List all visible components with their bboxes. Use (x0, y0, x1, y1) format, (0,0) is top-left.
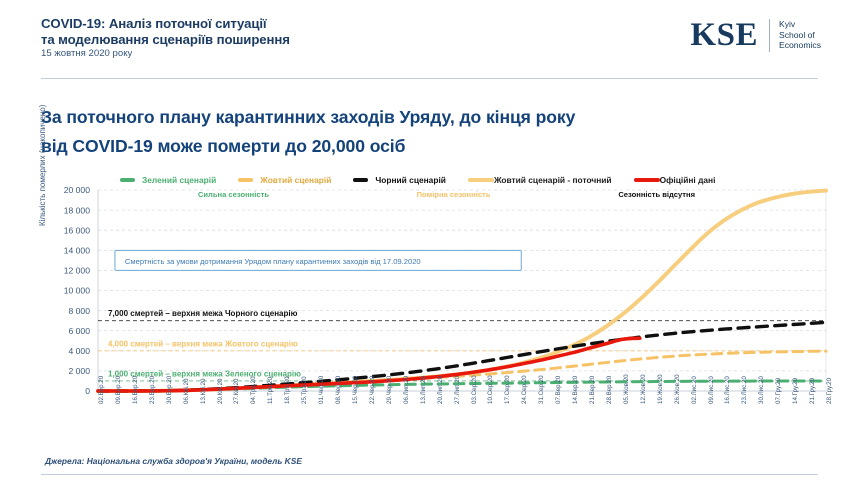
footer-divider (41, 474, 818, 475)
x-axis-tick-label: 16.Бер.20 (131, 375, 139, 404)
x-axis-tick-label: 28.Вер.20 (605, 375, 613, 404)
x-axis-tick-label: 02.Лис.20 (690, 376, 698, 404)
chart-legend: Зелений сценарій Жовтий сценарій Чорний сц… (120, 172, 840, 188)
deaths-projection-chart: 0 2 000 4 000 6 000 8 000 10 000 12 000 14 000 1… (64, 186, 828, 396)
x-axis-tick-label: 13.Лип.20 (419, 375, 427, 404)
x-axis-tick-label: 07.Вер.20 (555, 375, 563, 404)
chart-container: Кількість померлих (накопичено) 0 2 000 4 … (38, 105, 834, 401)
logo-divider (768, 18, 770, 52)
series-line (96, 336, 642, 393)
x-axis-tick-label: 08.Чер.20 (335, 375, 342, 404)
x-axis-tick-label: 20.Кві.20 (216, 378, 224, 404)
x-axis-tick-label: 21.Вер.20 (589, 375, 596, 404)
x-axis-tick-label: 31.Сер.20 (538, 375, 546, 404)
annotation-moderate-seasonality: Помірна сезонність (417, 190, 491, 199)
x-axis-tick-label: 30.Лис.20 (758, 376, 766, 404)
x-axis-tick-label: 26.Жов.20 (673, 374, 681, 404)
kse-logo-text: Kyiv School of Economics (778, 19, 821, 51)
x-axis-tick-label: 03.Сер.20 (470, 375, 478, 404)
legend-label: Зелений сценарій (142, 175, 217, 185)
threshold-yellow-4000: 4,000 смертей – верхня межа Жовтого сцен… (108, 339, 298, 348)
y-axis-tick-label: 6 000 (68, 326, 90, 336)
x-axis-tick-label: 06.Кві.20 (182, 378, 190, 404)
x-axis-tick-label: 17.Сер.20 (504, 375, 512, 404)
legend-label: Чорний сценарій (375, 175, 446, 185)
header-divider (41, 78, 818, 79)
slide-header: COVID-19: Аналіз поточної ситуації та мо… (0, 0, 859, 80)
y-axis-tick-label: 14 000 (64, 246, 91, 256)
x-axis-tick-label: 16.Лис.20 (724, 376, 732, 404)
x-axis-tick-label: 14.Гру.20 (792, 377, 800, 404)
y-axis-tick-label: 2 000 (68, 366, 90, 376)
kse-logo: KSE Kyiv School of Economics (690, 18, 821, 52)
legend-label: Жовтий сценарій - поточний (493, 175, 612, 185)
x-axis-tick-label: 22.Чер.20 (368, 375, 376, 404)
x-axis-tick-label: 18.Тра.20 (284, 376, 292, 404)
x-axis-tick-label: 12.Жов.20 (639, 374, 647, 404)
presentation-title: COVID-19: Аналіз поточної ситуації та мо… (41, 16, 290, 47)
x-axis-tick-label: 13.Кві.20 (199, 378, 207, 404)
y-axis-tick-label: 8 000 (68, 306, 90, 316)
x-axis-tick-label: 23.Бер.20 (148, 375, 156, 404)
y-axis-tick-label: 12 000 (64, 266, 91, 276)
kse-logo-mark: KSE (690, 17, 758, 53)
x-axis-tick-label: 04.Тра.20 (250, 376, 258, 404)
annotation-strong-seasonality: Сильна сезонність (198, 190, 269, 199)
x-axis-tick-label: 05.Жов.20 (622, 374, 630, 404)
threshold-black-7000: 7,000 смертей – верхня межа Чорного сцен… (108, 309, 298, 318)
x-axis-tick-label: 09.Лис.20 (707, 376, 715, 404)
y-axis-tick-label: 0 (85, 386, 90, 396)
x-axis-tick-label: 21.Гру.20 (809, 377, 817, 404)
x-axis-tick-label: 07.Гру.20 (775, 377, 783, 404)
x-axis-tick-label: 27.Кві.20 (233, 378, 241, 404)
y-axis-tick-label: 16 000 (64, 225, 91, 235)
x-axis-labels: 02.Бер.20 09.Бер.20 16.Бер.20 23.Бер.20 30.Б… (44, 374, 834, 450)
x-axis-tick-label: 01.Чер.20 (318, 375, 326, 404)
y-axis-tick-label: 10 000 (64, 286, 91, 296)
legend-swatch-icon (120, 178, 135, 182)
x-axis-tick-label: 02.Бер.20 (98, 375, 105, 404)
x-axis-tick-label: 30.Бер.20 (165, 375, 173, 404)
legend-black-scenario[interactable]: Чорний сценарій (353, 175, 446, 185)
x-axis-tick-label: 28.Гру.20 (826, 377, 833, 404)
x-axis-tick-label: 15.Чер.20 (352, 375, 359, 404)
legend-official-data[interactable]: Офіційні дані (633, 175, 716, 185)
legend-green-scenario[interactable]: Зелений сценарій (120, 175, 216, 185)
y-axis-title: Кількість померлих (накопичено) (38, 104, 47, 226)
legend-swatch-icon (353, 178, 369, 182)
legend-swatch-icon (238, 178, 254, 182)
y-axis-tick-label: 20 000 (64, 186, 91, 195)
legend-yellow-scenario[interactable]: Жовтий сценарій (238, 175, 331, 185)
threshold-green-1000: 1,000 смертей – верхня межа Зеленого сце… (108, 369, 301, 378)
x-axis-tick-label: 29.Чер.20 (385, 375, 393, 404)
x-axis-tick-label: 14.Вер.20 (572, 375, 579, 404)
x-axis-tick-label: 24.Сер.20 (521, 375, 529, 404)
x-axis-tick-label: 19.Жов.20 (656, 374, 664, 404)
legend-yellow-current[interactable]: Жовтий сценарій - поточний (467, 175, 612, 185)
legend-swatch-icon (467, 178, 494, 182)
legend-label: Офіційні дані (659, 175, 716, 185)
legend-swatch-icon (633, 178, 660, 182)
x-axis-tick-label: 23.Лис.20 (741, 376, 749, 404)
x-axis-tick-label: 09.Бер.20 (114, 375, 122, 404)
page-title: За поточного плану карантинних заходів У… (41, 107, 576, 156)
callout-box (114, 249, 522, 271)
x-axis-tick-label: 11.Тра.20 (267, 376, 275, 404)
annotation-no-seasonality: Сезонність відсутня (618, 190, 695, 199)
x-axis-tick-label: 10.Сер.20 (487, 375, 495, 404)
legend-label: Жовтий сценарій (260, 175, 332, 185)
y-axis-tick-label: 4 000 (68, 346, 90, 356)
callout-text: Смертність за умови дотримання Урядом пл… (125, 257, 421, 266)
presentation-date: 15 жовтня 2020 року (41, 48, 133, 59)
x-axis-tick-label: 25.Тра.20 (301, 376, 309, 404)
source-note: Джерела: Національна служба здоров'я Укр… (45, 456, 302, 466)
x-axis-tick-label: 20.Лип.20 (436, 375, 444, 404)
x-axis-tick-label: 27.Лип.20 (453, 375, 461, 404)
x-axis-tick-label: 06.Лип.20 (402, 375, 410, 404)
y-axis-tick-label: 18 000 (64, 205, 91, 215)
